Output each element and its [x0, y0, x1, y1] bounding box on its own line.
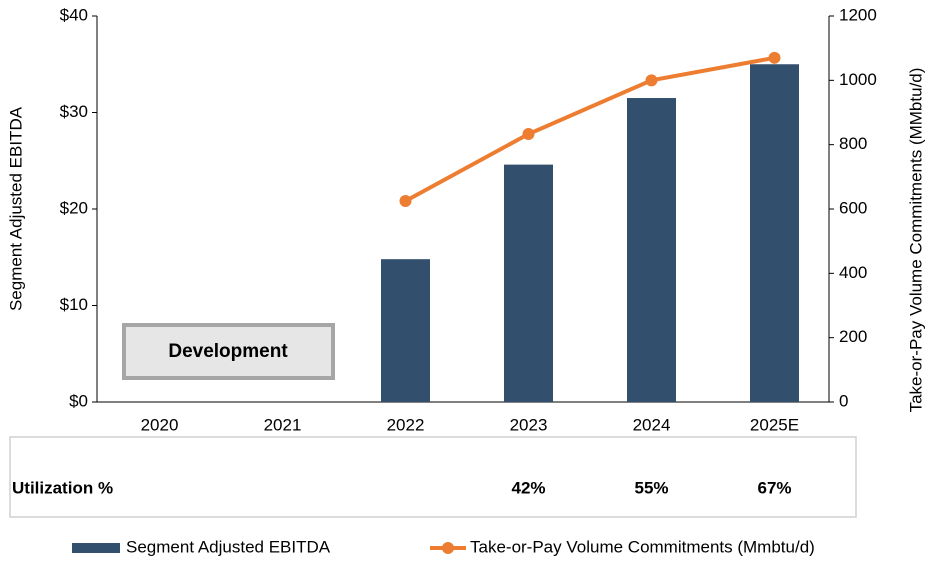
x-tick-label: 2023: [510, 415, 548, 434]
y2-tick-label: 800: [839, 134, 867, 153]
line-marker: [645, 74, 658, 87]
line: [404, 55, 775, 203]
utilization-value: 67%: [757, 478, 791, 497]
y-tick-label: $20: [60, 198, 88, 217]
y-tick-label: $40: [60, 5, 88, 24]
bar: [504, 164, 553, 402]
y2-tick-label: 1200: [839, 5, 877, 24]
legend-label: Segment Adjusted EBITDA: [126, 537, 331, 556]
y2-axis-label: Take-or-Pay Volume Commitments (MMbtu/d): [906, 68, 925, 413]
line-marker: [522, 128, 535, 141]
annotation-box: [122, 323, 335, 380]
utilization-label: Utilization %: [12, 478, 113, 497]
y2-tick-label: 200: [839, 327, 867, 346]
y2-tick-label: 0: [839, 391, 848, 410]
utilization-value: 42%: [511, 478, 545, 497]
legend-label: Take-or-Pay Volume Commitments (Mmbtu/d): [470, 537, 815, 556]
x-tick-label: 2021: [264, 415, 302, 434]
annotation: Development: [168, 341, 288, 362]
y2-tick-label: 600: [839, 198, 867, 217]
bar: [750, 64, 799, 402]
y2-tick-label: 400: [839, 263, 867, 282]
bar: [627, 98, 676, 403]
bar: [381, 259, 430, 402]
y-axis-label: Segment Adjusted EBITDA: [6, 106, 25, 311]
utilization-box: [9, 436, 857, 518]
line-marker: [768, 51, 781, 64]
x-tick-label: 2022: [387, 415, 425, 434]
legend-swatch: [72, 543, 120, 553]
y-tick-label: $10: [60, 295, 88, 314]
y-tick-label: $0: [69, 391, 88, 410]
x-tick-label: 2020: [141, 415, 179, 434]
y-tick-label: $30: [60, 102, 88, 121]
y2-tick-label: 1000: [839, 70, 877, 89]
utilization-value: 55%: [634, 478, 668, 497]
legend-marker: [442, 542, 454, 554]
x-tick-label: 2024: [633, 415, 671, 434]
x-tick-label: 2025E: [750, 415, 799, 434]
line-marker: [399, 194, 412, 207]
